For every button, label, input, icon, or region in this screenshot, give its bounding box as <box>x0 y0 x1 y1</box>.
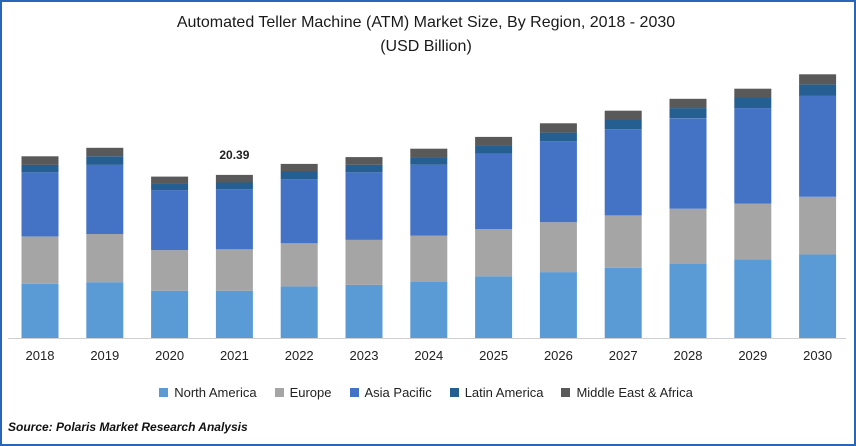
bar-2027-europe <box>604 215 642 268</box>
x-tick-label: 2028 <box>674 348 703 363</box>
bar-2028-latin-america <box>669 108 707 119</box>
bar-2018-europe <box>21 236 59 284</box>
bar-2024-north-america <box>410 281 448 338</box>
bar-2021-latin-america <box>215 182 253 190</box>
bar-2022-asia-pacific <box>280 179 318 244</box>
x-tick-label: 2020 <box>155 348 184 363</box>
legend-label: Europe <box>289 385 332 400</box>
x-tick-label: 2019 <box>90 348 119 363</box>
bar-2018-asia-pacific <box>21 172 59 237</box>
bar-2023-latin-america <box>345 164 383 173</box>
chart-subtitle: (USD Billion) <box>380 38 472 55</box>
legend-swatch <box>561 388 571 397</box>
bar-2028-asia-pacific <box>669 118 707 209</box>
legend-label: Latin America <box>464 385 544 400</box>
bar-2019-latin-america <box>86 156 124 165</box>
bar-2020-latin-america <box>151 183 189 191</box>
legend-item: Asia Pacific <box>349 385 432 400</box>
bar-2024-latin-america <box>410 157 448 165</box>
stacked-bar-chart: 2018 2019 2020 2021 20.39 2022 2023 2024 2025 202… <box>8 74 846 363</box>
bar-2025-latin-america <box>475 145 513 154</box>
x-tick-label: 2027 <box>609 348 638 363</box>
bar-2029-north-america <box>734 259 772 338</box>
legend-swatch <box>349 388 359 397</box>
bar-2020-asia-pacific <box>151 190 189 251</box>
bar-2022-europe <box>280 243 318 287</box>
bar-2028-north-america <box>669 263 707 338</box>
bar-2018-north-america <box>21 283 59 338</box>
bar-2024-asia-pacific <box>410 164 448 236</box>
legend-item: Middle East & Africa <box>561 385 693 400</box>
x-tick-label: 2018 <box>26 348 55 363</box>
bar-2027-asia-pacific <box>604 129 642 216</box>
bar-2026-asia-pacific <box>539 141 577 223</box>
bar-2030-asia-pacific <box>799 95 837 197</box>
bar-2021-asia-pacific <box>215 189 253 250</box>
legend-swatch <box>159 388 169 397</box>
bar-2019-north-america <box>86 282 124 338</box>
bar-2030-middle-east-africa <box>799 74 837 85</box>
x-tick-label: 2023 <box>350 348 379 363</box>
legend-swatch <box>449 388 459 397</box>
bar-2021-europe <box>215 249 253 291</box>
chart-legend: North America Europe Asia Pacific Latin Ame… <box>0 385 852 400</box>
x-tick-label: 2024 <box>414 348 443 363</box>
bar-2026-middle-east-africa <box>539 123 577 133</box>
legend-label: Asia Pacific <box>364 385 432 400</box>
legend-item: North America <box>159 385 257 400</box>
bar-2024-middle-east-africa <box>410 148 448 158</box>
bar-2018-middle-east-africa <box>21 156 59 165</box>
bar-2020-europe <box>151 250 189 291</box>
x-tick-label: 2021 <box>220 348 249 363</box>
bar-2025-middle-east-africa <box>475 136 513 146</box>
bar-2026-north-america <box>539 272 577 338</box>
bar-2027-middle-east-africa <box>604 110 642 120</box>
bar-2029-middle-east-africa <box>734 88 772 98</box>
bar-2020-middle-east-africa <box>151 176 189 184</box>
legend-swatch <box>274 388 284 397</box>
bar-2021-middle-east-africa <box>215 174 253 183</box>
bar-2023-north-america <box>345 284 383 338</box>
bar-2022-middle-east-africa <box>280 163 318 172</box>
bar-2029-asia-pacific <box>734 108 772 204</box>
bar-2022-latin-america <box>280 171 318 180</box>
bar-2019-asia-pacific <box>86 164 124 234</box>
bar-2030-north-america <box>799 254 837 338</box>
legend-item: Europe <box>274 385 332 400</box>
x-tick-label: 2030 <box>803 348 832 363</box>
bar-2023-europe <box>345 240 383 285</box>
bar-2026-europe <box>539 222 577 273</box>
bar-2023-middle-east-africa <box>345 157 383 165</box>
chart-title: Automated Teller Machine (ATM) Market Si… <box>176 14 676 31</box>
x-tick-label: 2022 <box>285 348 314 363</box>
bar-2019-europe <box>86 234 124 283</box>
bar-2028-europe <box>669 208 707 264</box>
bar-2030-latin-america <box>799 84 837 96</box>
bar-2027-north-america <box>604 267 642 338</box>
legend-item: Latin America <box>449 385 544 400</box>
source-note: Source: Polaris Market Research Analysis <box>8 420 248 434</box>
bar-2021-north-america <box>215 290 253 338</box>
bar-2027-latin-america <box>604 119 642 130</box>
legend-label: North America <box>174 385 257 400</box>
x-tick-label: 2029 <box>738 348 767 363</box>
x-tick-label: 2026 <box>544 348 573 363</box>
bar-2022-north-america <box>280 286 318 338</box>
bar-2026-latin-america <box>539 132 577 142</box>
bar-2018-latin-america <box>21 164 59 173</box>
bar-2024-europe <box>410 235 448 282</box>
bar-2025-asia-pacific <box>475 153 513 229</box>
x-tick-label: 2025 <box>479 348 508 363</box>
bar-2023-asia-pacific <box>345 172 383 240</box>
bar-2025-europe <box>475 229 513 277</box>
bar-2019-middle-east-africa <box>86 147 124 157</box>
bar-2029-latin-america <box>734 98 772 109</box>
data-label: 20.39 <box>219 148 249 162</box>
legend-label: Middle East & Africa <box>576 385 693 400</box>
bar-2029-europe <box>734 203 772 260</box>
bar-2020-north-america <box>151 290 189 338</box>
bar-2030-europe <box>799 196 837 255</box>
bar-2025-north-america <box>475 276 513 338</box>
bar-2028-middle-east-africa <box>669 98 707 109</box>
